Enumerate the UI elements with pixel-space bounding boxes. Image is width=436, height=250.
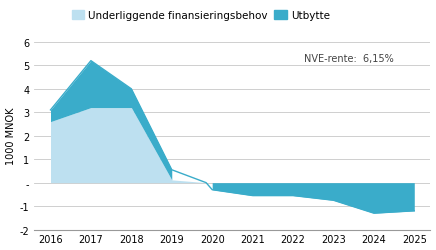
Legend: Underliggende finansieringsbehov, Utbytte: Underliggende finansieringsbehov, Utbytt… — [68, 7, 334, 25]
Y-axis label: 1000 MNOK: 1000 MNOK — [6, 108, 16, 165]
Text: NVE-rente:  6,15%: NVE-rente: 6,15% — [304, 54, 393, 64]
